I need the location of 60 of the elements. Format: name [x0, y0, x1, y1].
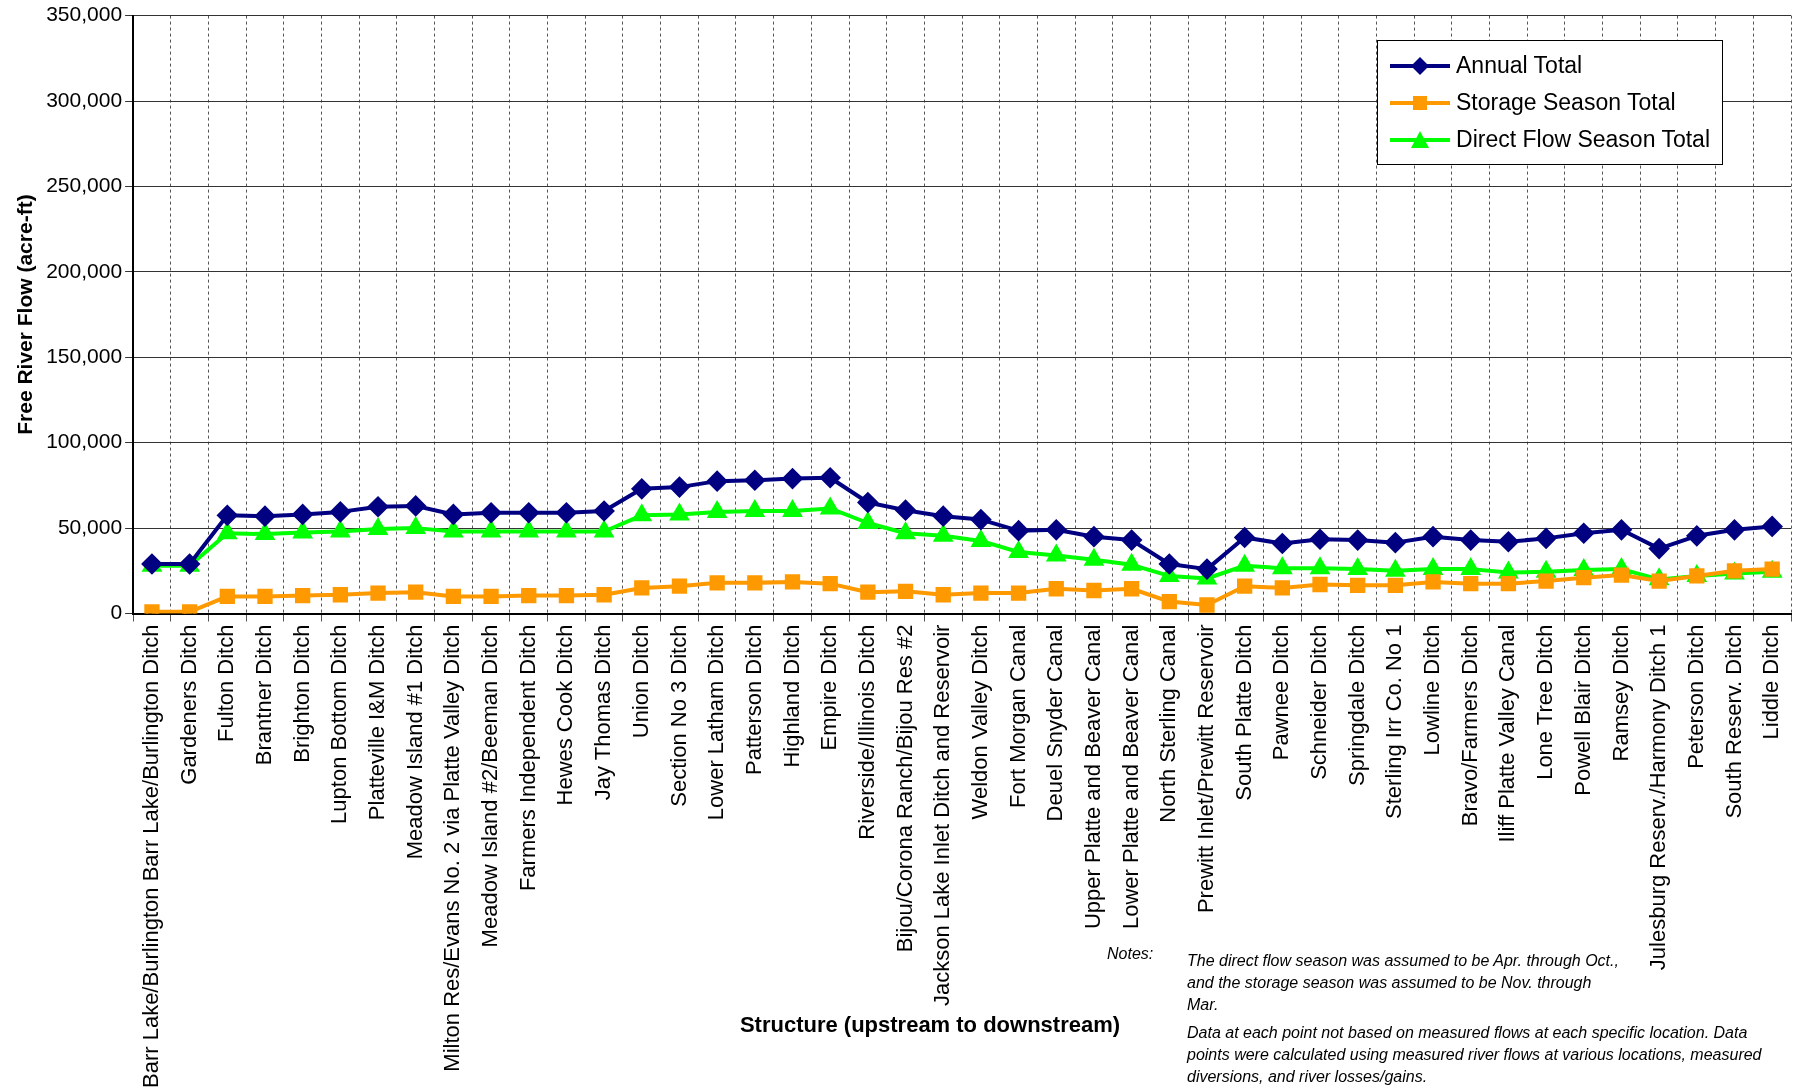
x-tick-label: Farmers Independent Ditch [514, 624, 540, 892]
y-tick-label: 200,000 [46, 258, 123, 282]
y-axis-title: Free River Flow (acre-ft) [13, 194, 37, 435]
y-tick-label: 100,000 [46, 429, 123, 453]
x-tick-label: Meadow Island #2/Beeman Ditch [477, 624, 503, 948]
legend-label: Annual Total [1456, 52, 1583, 79]
y-tick-label: 300,000 [46, 87, 123, 111]
x-tick-label: Riverside/Illinois Ditch [853, 624, 879, 840]
y-tick-label: 150,000 [46, 344, 123, 368]
x-tick-label: Union Ditch [627, 624, 653, 739]
x-tick-label: Iliff Platte Valley Canal [1494, 624, 1520, 843]
x-tick-label: Upper Platte and Beaver Canal [1079, 624, 1105, 930]
x-tick-label: Lone Tree Ditch [1532, 624, 1558, 780]
x-tick-label: Weldon Valley Ditch [966, 624, 992, 820]
x-tick-label: Highland Ditch [778, 624, 804, 768]
legend-label: Storage Season Total [1456, 89, 1676, 116]
x-tick-label: Patterson Ditch [740, 624, 766, 775]
text: Notes: [1107, 944, 1154, 964]
x-tick-label: Bravo/Farmers Ditch [1456, 624, 1482, 827]
x-tick-label: Pawnee Ditch [1268, 624, 1294, 761]
x-tick-label: Prewitt Inlet/Prewitt Reservoir [1193, 624, 1219, 914]
y-tick-label: 0 [110, 600, 123, 624]
x-axis-title: Structure (upstream to downstream) [738, 1012, 1122, 1038]
x-tick-label: Fulton Ditch [213, 624, 239, 742]
x-tick-label: Schneider Ditch [1306, 624, 1332, 780]
x-tick-label: Liddle Ditch [1758, 624, 1784, 740]
x-tick-label: Milton Res/Evans No. 2 via Platte Valley Ditch [439, 624, 465, 1072]
x-tick-label: Powell Blair Ditch [1569, 624, 1595, 796]
x-tick-label: Peterson Ditch [1682, 624, 1708, 769]
text: The direct flow season was assumed to be Apr. through Oct., and the storage season was assumed to be Nov. through Mar. [1187, 951, 1620, 1015]
x-tick-label: Brighton Ditch [288, 624, 314, 763]
x-tick-label: South Reserv. Ditch [1720, 624, 1746, 819]
legend-label: Direct Flow Season Total [1456, 126, 1710, 153]
x-tick-label: Julesburg Reserv./Harmony Ditch 1 [1645, 624, 1671, 971]
y-tick-label: 350,000 [46, 2, 123, 26]
x-tick-label: Jackson Lake Inlet Ditch and Reservoir [929, 624, 955, 1007]
x-tick-label: Brantner Ditch [251, 624, 277, 766]
x-tick-label: North Sterling Canal [1155, 624, 1181, 823]
x-tick-label: Jay Thomas Ditch [590, 624, 616, 801]
x-tick-label: Meadow Island #1 Ditch [401, 624, 427, 860]
x-tick-label: Fort Morgan Canal [1004, 624, 1030, 808]
y-tick-label: 250,000 [46, 173, 123, 197]
x-tick-label: Gardeners Ditch [175, 624, 201, 785]
x-tick-label: Lower Platte and Beaver Canal [1117, 624, 1143, 930]
x-tick-label: Lower Latham Ditch [703, 624, 729, 821]
x-tick-label: Deuel Snyder Canal [1042, 624, 1068, 822]
x-tick-label: Sterling Irr Co. No 1 [1381, 624, 1407, 819]
x-tick-label: Lupton Bottom Ditch [326, 624, 352, 824]
x-tick-label: Barr Lake/Burlington Barr Lake/Burlington Ditch [138, 624, 164, 1089]
x-tick-label: Ramsey Ditch [1607, 624, 1633, 762]
x-tick-label: Section No 3 Ditch [665, 624, 691, 807]
x-tick-label: Hewes Cook Ditch [552, 624, 578, 806]
x-tick-label: Springdale Ditch [1343, 624, 1369, 786]
x-tick-label: Bijou/Corona Ranch/Bijou Res #2 [891, 624, 917, 953]
x-tick-label: Platteville I&M Ditch [364, 624, 390, 821]
x-tick-label: South Platte Ditch [1230, 624, 1256, 801]
x-tick-label: Empire Ditch [816, 624, 842, 751]
x-tick-label: Lowline Ditch [1419, 624, 1445, 756]
text: Data at each point not based on measured flows at each specific location. Data points were calculated using measured river flows at various locations, measured diversions, and river losses/gains. [1187, 1023, 1763, 1087]
y-tick-label: 50,000 [57, 514, 123, 538]
